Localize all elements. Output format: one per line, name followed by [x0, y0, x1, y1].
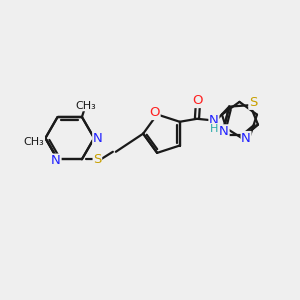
Text: O: O: [193, 94, 203, 107]
Text: S: S: [249, 96, 257, 109]
Text: CH₃: CH₃: [75, 101, 96, 111]
Text: N: N: [209, 114, 219, 127]
Text: H: H: [210, 124, 218, 134]
Text: N: N: [219, 125, 229, 138]
Text: N: N: [241, 132, 251, 145]
Text: N: N: [51, 154, 61, 167]
Text: S: S: [93, 153, 102, 166]
Text: CH₃: CH₃: [24, 137, 44, 147]
Text: O: O: [149, 106, 160, 119]
Text: N: N: [93, 132, 103, 145]
